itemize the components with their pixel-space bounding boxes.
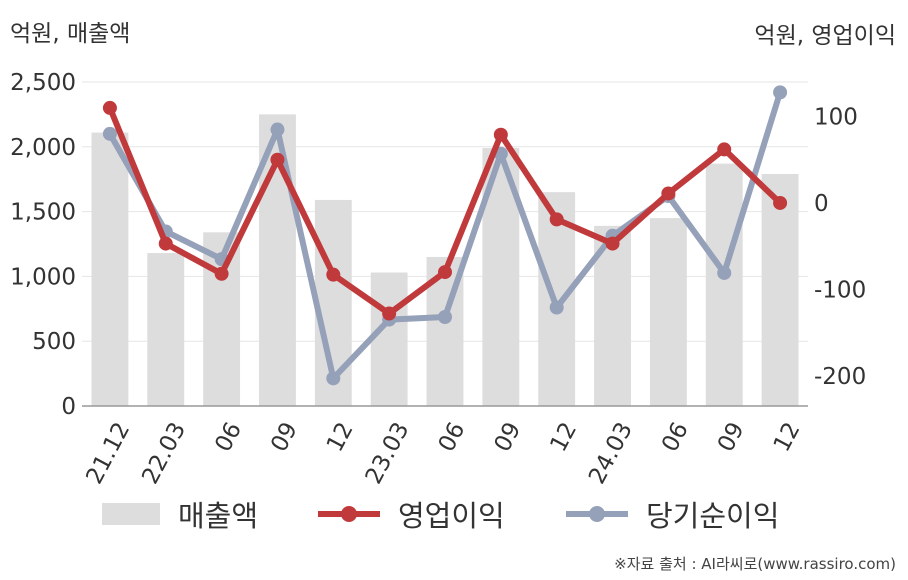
x-tick-label: 09 (266, 418, 303, 456)
legend-swatch-revenue (102, 503, 160, 525)
net-income-point (438, 310, 452, 325)
legend-item-revenue: 매출액 (102, 492, 258, 536)
revenue-bar (761, 174, 799, 406)
left-tick-label: 2,500 (10, 70, 76, 96)
left-tick-label: 1,500 (10, 200, 76, 226)
revenue-bar (370, 272, 408, 406)
right-axis-ticks: -200 -100 0 100 (814, 105, 866, 390)
x-tick-label: 06 (657, 418, 694, 456)
x-tick-label: 09 (713, 418, 750, 456)
legend-label-net-income: 당기순이익 (646, 499, 780, 533)
operating-profit-point (102, 100, 117, 115)
revenue-bar (91, 132, 129, 406)
legend-item-operating-profit: 영업이익 (318, 492, 505, 536)
x-tick-label: 12 (545, 418, 582, 456)
revenue-bar (705, 163, 743, 406)
net-income-point (270, 122, 285, 137)
x-tick-label: 22.03 (137, 418, 191, 488)
x-axis-ticks: 21.12 22.03 06 09 12 23.03 06 09 12 24.03 06 09 12 (81, 418, 805, 488)
net-income-point (717, 265, 732, 280)
operating-profit-point (438, 265, 452, 280)
left-tick-label: 0 (61, 394, 76, 420)
revenue-bar (147, 253, 185, 406)
right-tick-label: -100 (814, 277, 866, 303)
left-tick-label: 500 (32, 329, 76, 355)
legend-label-revenue: 매출액 (178, 499, 259, 533)
legend-item-net-income: 당기순이익 (566, 492, 779, 536)
right-tick-label: 0 (814, 191, 829, 217)
operating-profit-point (661, 186, 676, 201)
net-income-point (102, 126, 117, 141)
left-axis-ticks: 0 500 1,000 1,500 2,000 2,500 (10, 70, 76, 420)
legend-swatch-operating-profit (318, 503, 380, 525)
combo-chart: 0 500 1,000 1,500 2,000 2,500 -200 -100 0 100 21… (10, 70, 866, 488)
operating-profit-point (773, 195, 788, 210)
operating-profit-point (382, 306, 397, 321)
right-axis-unit: 억원, 영업이익 (754, 23, 896, 49)
operating-profit-point (493, 127, 508, 142)
revenue-bar (649, 218, 687, 406)
left-axis-unit: 억원, 매출액 (10, 21, 131, 47)
right-tick-label: 100 (814, 105, 858, 131)
x-tick-label: 21.12 (81, 418, 135, 488)
operating-profit-point (158, 236, 173, 251)
x-tick-label: 24.03 (584, 418, 638, 488)
line-series (102, 85, 788, 386)
legend-swatch-net-income (566, 503, 628, 525)
left-tick-label: 2,000 (10, 135, 76, 161)
x-tick-label: 06 (210, 418, 247, 456)
left-tick-label: 1,000 (10, 264, 76, 290)
x-tick-label: 23.03 (361, 418, 415, 488)
operating-profit-point (214, 266, 229, 281)
net-income-point (773, 85, 788, 100)
legend: 매출액 영업이익 당기순이익 (0, 492, 908, 536)
net-income-point (326, 371, 341, 386)
x-tick-label: 06 (434, 418, 471, 456)
operating-profit-point (717, 142, 732, 157)
x-tick-label: 12 (769, 418, 806, 456)
operating-profit-series (102, 100, 788, 321)
x-tick-label: 12 (322, 418, 359, 456)
source-note: ※자료 출처 : AI라씨로(www.rassiro.com) (614, 555, 896, 573)
operating-profit-point (605, 236, 620, 251)
grid-lines (82, 81, 808, 342)
revenue-bars (91, 114, 799, 407)
right-tick-label: -200 (814, 364, 866, 390)
net-income-point (549, 300, 564, 315)
legend-label-operating-profit: 영업이익 (398, 499, 505, 533)
x-tick-label: 09 (490, 418, 527, 456)
operating-profit-point (326, 267, 341, 282)
operating-profit-point (549, 212, 564, 227)
operating-profit-point (270, 152, 285, 167)
